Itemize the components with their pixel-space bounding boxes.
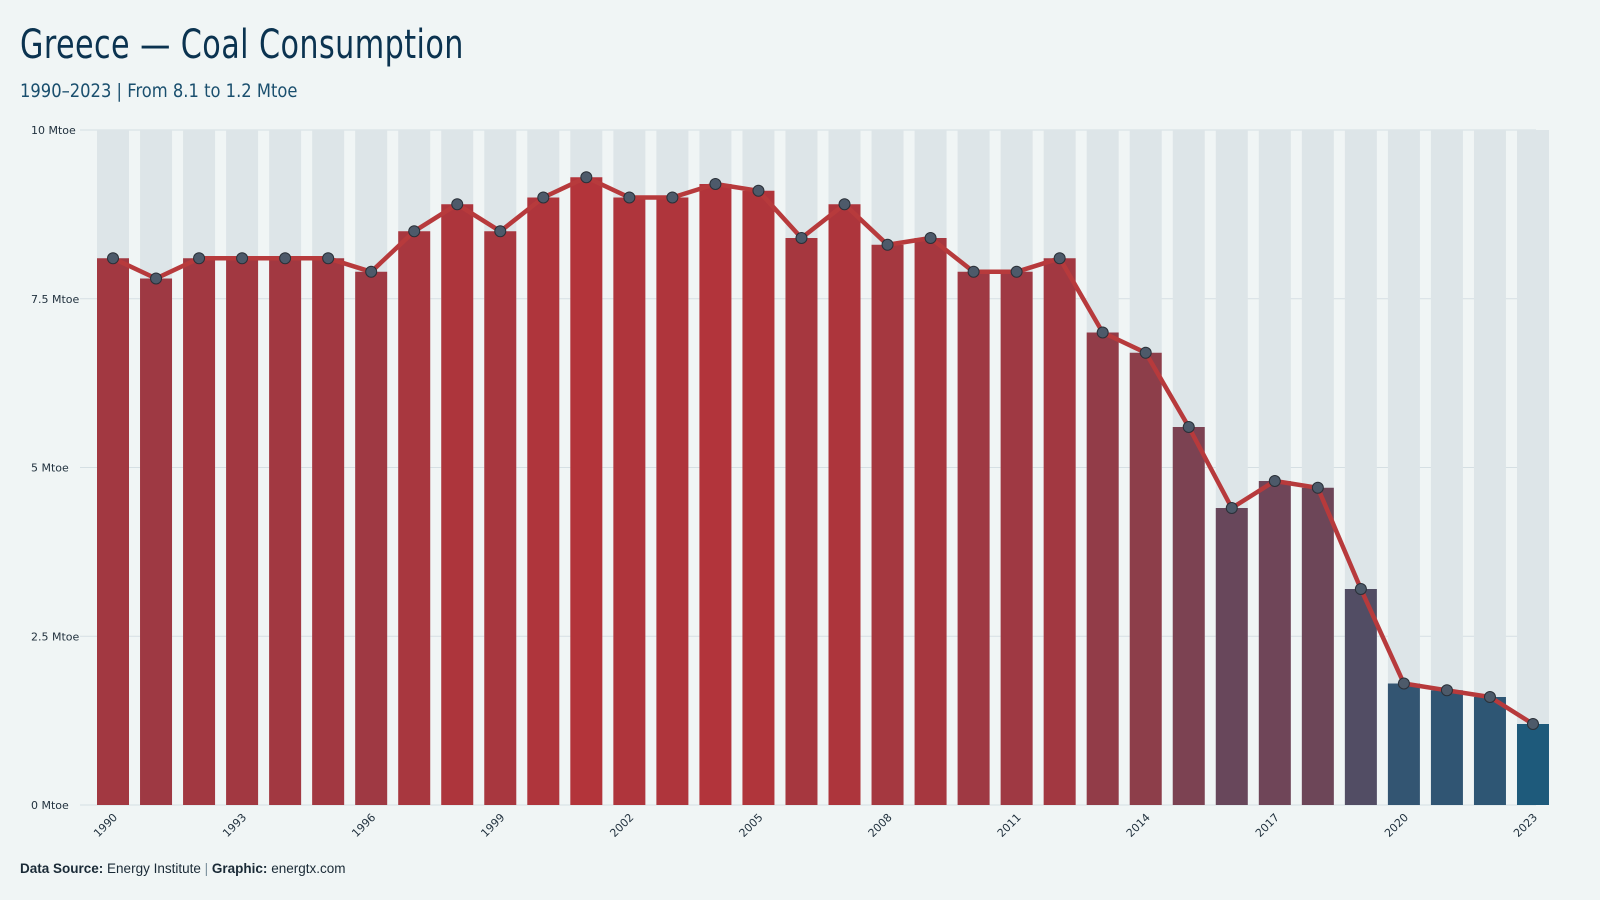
bar <box>527 197 560 805</box>
line-marker <box>150 272 163 285</box>
bar <box>828 204 861 805</box>
x-tick-label: 1990 <box>91 811 120 840</box>
line-marker <box>494 225 507 238</box>
bar <box>570 177 603 805</box>
source-label: Data Source: <box>20 861 104 876</box>
bar-background <box>1516 130 1549 805</box>
line-marker <box>666 191 679 204</box>
chart-title: Greece — Coal Consumption <box>20 22 464 68</box>
line-marker <box>1225 502 1238 514</box>
bar <box>1387 683 1420 805</box>
line-marker <box>236 252 249 265</box>
line-marker <box>709 178 722 190</box>
line-marker <box>1096 326 1109 339</box>
bar <box>1473 697 1506 805</box>
line-marker <box>279 252 292 265</box>
x-tick-label: 2014 <box>1124 811 1153 840</box>
bar <box>484 231 517 805</box>
line-marker <box>193 252 206 265</box>
bar <box>1344 589 1377 805</box>
line-marker <box>322 252 335 265</box>
line-marker <box>1397 677 1410 690</box>
line-marker <box>580 171 593 184</box>
line-marker <box>1053 252 1066 265</box>
chart-subtitle: 1990–2023 | From 8.1 to 1.2 Mtoe <box>20 80 298 102</box>
bar <box>1258 481 1291 805</box>
line-marker <box>967 265 980 278</box>
line-marker <box>924 232 937 244</box>
source-value: Energy Institute <box>107 861 201 876</box>
x-tick-label: 2005 <box>737 811 766 840</box>
line-marker <box>107 252 119 265</box>
bar <box>1516 724 1549 805</box>
line-marker <box>881 238 894 251</box>
x-tick-label: 2008 <box>866 811 895 840</box>
bar <box>140 278 173 805</box>
footer: Data Source: Energy Institute | Graphic:… <box>20 861 345 876</box>
line-marker <box>1311 481 1324 494</box>
y-tick-label: 2.5 Mtoe <box>31 630 80 643</box>
bar <box>957 271 990 805</box>
graphic-value: energtx.com <box>271 861 346 876</box>
line-marker <box>1010 265 1023 278</box>
bar <box>613 197 646 805</box>
bar <box>441 204 474 805</box>
line-marker <box>752 184 765 197</box>
line-marker <box>795 232 808 244</box>
y-axis-ticks: 0 Mtoe 2.5 Mtoe 5 Mtoe 7.5 Mtoe 10 Mtoe <box>31 124 80 812</box>
x-tick-label: 2023 <box>1511 811 1540 840</box>
bar <box>312 258 345 805</box>
line-marker <box>451 198 464 211</box>
bar <box>1129 352 1162 805</box>
line-marker <box>1440 684 1453 697</box>
bar <box>742 190 775 805</box>
line-markers <box>107 171 1539 730</box>
bar <box>1000 271 1033 805</box>
footer-separator: | <box>204 861 209 876</box>
bar <box>269 258 302 805</box>
line-marker <box>365 265 378 278</box>
line-marker <box>537 191 550 204</box>
bar <box>699 184 732 805</box>
bar <box>355 271 388 805</box>
line-marker <box>1182 421 1195 433</box>
y-tick-label: 5 Mtoe <box>31 462 69 475</box>
line-marker <box>408 225 421 238</box>
x-tick-label: 1996 <box>349 811 378 840</box>
bar <box>914 238 947 805</box>
line-marker <box>623 191 636 204</box>
x-tick-label: 2011 <box>995 811 1024 840</box>
bar <box>1430 690 1463 805</box>
bar <box>97 258 129 805</box>
y-tick-label: 7.5 Mtoe <box>31 293 80 306</box>
line-marker <box>1268 475 1281 487</box>
bar <box>1086 332 1119 805</box>
bar <box>871 244 904 805</box>
trend-line <box>110 175 1536 727</box>
line-marker <box>1483 691 1496 703</box>
x-tick-label: 2002 <box>607 811 636 840</box>
y-tick-label: 0 Mtoe <box>31 799 69 812</box>
x-axis-ticks: 1990 1993 1996 1999 2002 2005 2008 2011 2014 2017… <box>91 811 1540 840</box>
line-marker <box>1139 346 1152 359</box>
graphic-label: Graphic: <box>211 861 268 876</box>
bar <box>1172 427 1205 805</box>
line-marker <box>1526 718 1539 730</box>
x-tick-label: 2020 <box>1382 811 1411 840</box>
bar <box>398 231 431 805</box>
bar <box>1215 508 1248 805</box>
x-tick-label: 2017 <box>1253 811 1282 840</box>
line-marker <box>838 198 851 211</box>
bar <box>183 258 216 805</box>
bar <box>1301 487 1334 805</box>
bar <box>1043 258 1076 805</box>
y-tick-label: 10 Mtoe <box>31 124 76 137</box>
bar <box>785 238 818 805</box>
bar <box>656 197 689 805</box>
x-tick-label: 1993 <box>220 811 249 840</box>
x-tick-label: 1999 <box>478 811 507 840</box>
line-marker <box>1354 583 1367 595</box>
bar <box>226 258 259 805</box>
